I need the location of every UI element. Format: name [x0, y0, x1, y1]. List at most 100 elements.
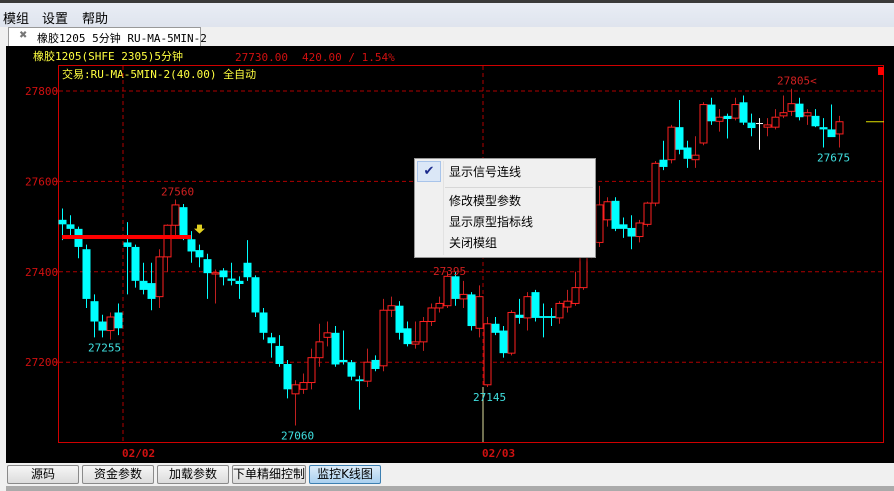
- candle-body: [90, 301, 99, 322]
- instrument-label: 橡胶1205(SHFE 2305)5分钟: [33, 49, 183, 63]
- candle-body: [283, 364, 292, 390]
- candle-body: [347, 362, 356, 377]
- price-annotation: 27560: [161, 185, 194, 198]
- candle-body: [667, 126, 676, 161]
- candle-body: [147, 283, 156, 299]
- capital-params-button[interactable]: 资金参数: [82, 465, 154, 484]
- candle-body: [483, 323, 492, 386]
- candle-body: [275, 345, 284, 365]
- x-tick-label: 02/03: [482, 447, 515, 460]
- monitor-kline-button[interactable]: 监控K线图: [309, 465, 381, 484]
- candle-body: [747, 122, 756, 129]
- menu-item-show-signal-lines[interactable]: 显示信号连线: [449, 165, 522, 179]
- candle-body: [531, 292, 540, 318]
- candle-body: [571, 287, 580, 304]
- plot-frame: [58, 65, 884, 443]
- model-label: 交易:RU-MA-5MIN-2(40.00) 全自动: [62, 67, 256, 81]
- candle-body: [675, 127, 684, 150]
- candle-body: [739, 102, 748, 123]
- candle-body: [643, 202, 652, 225]
- candle-body: [707, 104, 716, 122]
- tab-chart[interactable]: ✖ 橡胶1205 5分钟 RU-MA-5MIN-2: [8, 27, 207, 46]
- close-icon[interactable]: ✖: [19, 30, 28, 41]
- candle-body: [379, 309, 388, 367]
- candle-body: [691, 154, 700, 161]
- candle-body: [803, 112, 812, 117]
- candle-body: [579, 253, 588, 289]
- candle-body: [106, 316, 115, 332]
- candle-body: [371, 359, 380, 369]
- candle-body: [163, 224, 172, 258]
- menu-item-close-module[interactable]: 关闭模组: [449, 236, 498, 250]
- candle-body: [403, 328, 412, 345]
- candle-body: [619, 224, 628, 229]
- load-params-button[interactable]: 加载参数: [157, 465, 229, 484]
- status-strip: [6, 486, 894, 491]
- candle-body: [331, 332, 340, 365]
- candle-body: [539, 316, 548, 318]
- candle-body: [563, 300, 572, 308]
- candle-body: [251, 277, 260, 313]
- candle-body: [219, 270, 228, 278]
- menu-item-show-indicator-lines[interactable]: 显示原型指标线: [449, 215, 534, 229]
- candle-body: [459, 293, 468, 300]
- candle-body: [715, 116, 724, 122]
- menu-help[interactable]: 帮助: [82, 12, 109, 27]
- candle-body: [683, 147, 692, 159]
- menu-modules[interactable]: 模组: [3, 12, 30, 27]
- candle-body: [307, 357, 316, 384]
- signal-arrow-icon: [194, 224, 205, 234]
- change-label: 420.00 / 1.54%: [302, 51, 395, 64]
- menu-item-edit-model-params[interactable]: 修改模型参数: [449, 194, 522, 208]
- price-annotation: 27255: [88, 341, 121, 354]
- candle-body: [523, 296, 532, 319]
- candle-body: [131, 246, 140, 281]
- candle-body: [475, 296, 484, 329]
- candle-body: [267, 337, 276, 344]
- y-tick-label: 27600: [25, 175, 58, 188]
- candle-body: [155, 256, 164, 298]
- candle-body: [411, 341, 420, 345]
- price-annotation: 27060: [281, 429, 314, 442]
- candle-body: [723, 115, 732, 120]
- source-code-button[interactable]: 源码: [7, 465, 79, 484]
- candle-body: [787, 103, 796, 112]
- checkmark-icon: ✔: [417, 161, 441, 182]
- candle-body: [491, 323, 500, 333]
- candle-body: [82, 249, 91, 299]
- candle-body: [203, 259, 212, 274]
- candle-body: [811, 115, 820, 127]
- candle-body: [339, 359, 348, 363]
- y-tick-label: 27800: [25, 85, 58, 98]
- candle-body: [179, 207, 188, 236]
- candle-body: [419, 321, 428, 343]
- menu-separator: [445, 187, 593, 188]
- candle-body: [467, 294, 476, 327]
- tab-strip: ✖ 橡胶1205 5分钟 RU-MA-5MIN-2: [0, 27, 894, 46]
- candle-body: [427, 307, 436, 323]
- candle-body: [651, 162, 660, 204]
- candle-body: [227, 278, 236, 281]
- candle-body: [699, 104, 708, 144]
- menu-gutter: [443, 161, 444, 255]
- candle-body: [603, 201, 612, 221]
- candle-body: [187, 239, 196, 252]
- candle-body: [731, 104, 740, 119]
- candle-body: [235, 280, 244, 285]
- candle-body: [123, 242, 132, 247]
- y-tick-label: 27200: [25, 356, 58, 369]
- candle-body: [355, 379, 364, 382]
- candle-body: [595, 204, 604, 243]
- candle-body: [387, 305, 396, 311]
- candle-body: [795, 103, 804, 118]
- menu-settings[interactable]: 设置: [42, 12, 69, 27]
- candle-body: [363, 361, 372, 382]
- candle-body: [779, 112, 788, 117]
- candle-body: [114, 312, 123, 329]
- candle-body: [547, 316, 556, 318]
- kline-chart[interactable]: 橡胶1205(SHFE 2305)5分钟 27730.00 420.00 / 1…: [6, 46, 894, 463]
- order-control-button[interactable]: 下单精细控制: [232, 465, 306, 484]
- candle-body: [243, 262, 252, 278]
- candle-body: [827, 129, 836, 138]
- candle-body: [635, 222, 644, 238]
